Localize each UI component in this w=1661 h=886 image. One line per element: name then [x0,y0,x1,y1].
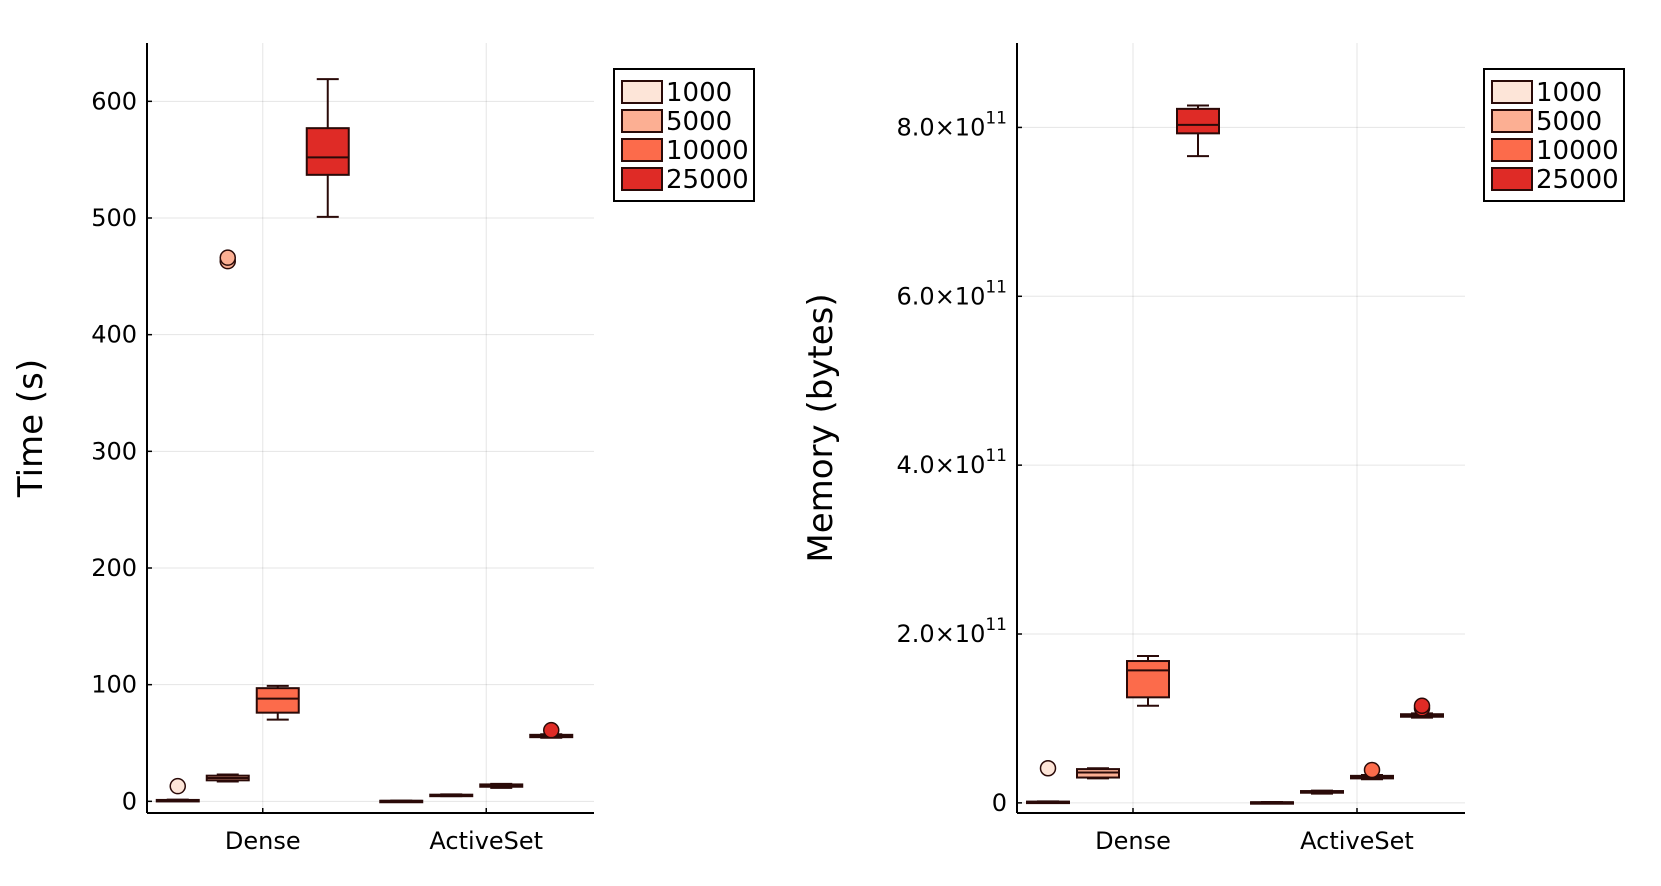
y-tick-label: 200 [91,554,137,582]
y-tick-label: 0 [122,787,137,815]
legend-swatch [1491,109,1533,133]
y-tick-label: 8.0×1011 [897,108,1007,141]
legend-swatch [621,80,663,104]
box-25000-Dense [305,78,350,218]
legend-label: 10000 [666,136,749,166]
y-tick-label: 600 [91,87,137,115]
y-tick-label: 6.0×1011 [897,277,1007,310]
legend-swatch [621,109,663,133]
y-tick-label: 400 [91,321,137,349]
y-tick-mantissa: 2.0×10 [897,620,986,648]
box-10000-Dense [1126,654,1170,707]
legend-item-10000: 10000 [621,136,749,166]
y-tick-label: 4.0×1011 [897,446,1007,479]
box-1000-ActiveSet [379,799,424,804]
y-tick-label: 300 [91,437,137,465]
legend-item-25000: 25000 [1491,165,1619,195]
legend-item-1000: 1000 [1491,78,1602,108]
outlier-point [1413,697,1431,715]
legend-swatch [1491,167,1533,191]
legend-label: 5000 [1536,107,1602,137]
y-tick-label: 500 [91,204,137,232]
x-tick-label: Dense [225,827,301,855]
legend-label: 10000 [1536,136,1619,166]
y-tick-exponent: 11 [985,277,1007,297]
x-tick-label: ActiveSet [429,827,543,855]
legend-item-10000: 10000 [1491,136,1619,166]
y-tick-label: 100 [91,671,137,699]
legend-item-25000: 25000 [621,165,749,195]
outlier-point [169,777,186,795]
box-iqr [255,687,300,714]
box-5000-ActiveSet [1300,789,1344,795]
outlier-point [1363,761,1381,779]
y-tick-label: 0 [992,789,1007,817]
box-25000-Dense [1176,104,1220,158]
y-axis-label: Memory (bytes) [801,293,841,562]
legend-item-5000: 5000 [1491,107,1602,137]
y-axis-label: Time (s) [11,359,51,498]
box-iqr [305,127,350,176]
box-5000-ActiveSet [429,793,474,798]
y-tick-mantissa: 0 [992,789,1007,817]
box-1000-Dense [1026,760,1070,805]
box-1000-ActiveSet [1250,801,1294,805]
y-tick-mantissa: 8.0×10 [897,113,986,141]
legend-item-1000: 1000 [621,78,732,108]
time-panel: 0 100 200 300 400 500 600 Dense ActiveSet Time (s… [11,43,755,855]
box-iqr [1126,660,1170,699]
legend-label: 5000 [666,107,732,137]
outlier-point [219,249,236,266]
box-5000-Dense [1076,767,1120,780]
legend-label: 25000 [1536,165,1619,195]
y-tick-exponent: 11 [985,108,1007,128]
box-25000-ActiveSet [1400,697,1444,719]
box-10000-ActiveSet [479,782,524,789]
outlier-point [1039,760,1057,777]
box-10000-Dense [255,684,300,721]
box-iqr [1176,107,1220,135]
legend-label: 1000 [1536,78,1602,108]
legend-swatch [1491,80,1533,104]
legend-swatch [621,167,663,191]
box-25000-ActiveSet [529,721,574,739]
box-10000-ActiveSet [1350,761,1394,781]
y-tick-exponent: 11 [985,615,1007,635]
legend-swatch [1491,138,1533,162]
y-tick-exponent: 11 [985,446,1007,466]
box-5000-Dense [205,249,250,783]
legend-label: 25000 [666,165,749,195]
x-tick-label: ActiveSet [1300,827,1414,855]
y-tick-label: 2.0×1011 [897,615,1007,648]
x-tick-label: Dense [1095,827,1171,855]
box-1000-Dense [155,777,200,803]
legend-item-5000: 5000 [621,107,732,137]
outlier-point [543,721,560,739]
y-tick-mantissa: 4.0×10 [897,451,986,479]
legend-label: 1000 [666,78,732,108]
y-tick-mantissa: 6.0×10 [897,282,986,310]
legend-swatch [621,138,663,162]
